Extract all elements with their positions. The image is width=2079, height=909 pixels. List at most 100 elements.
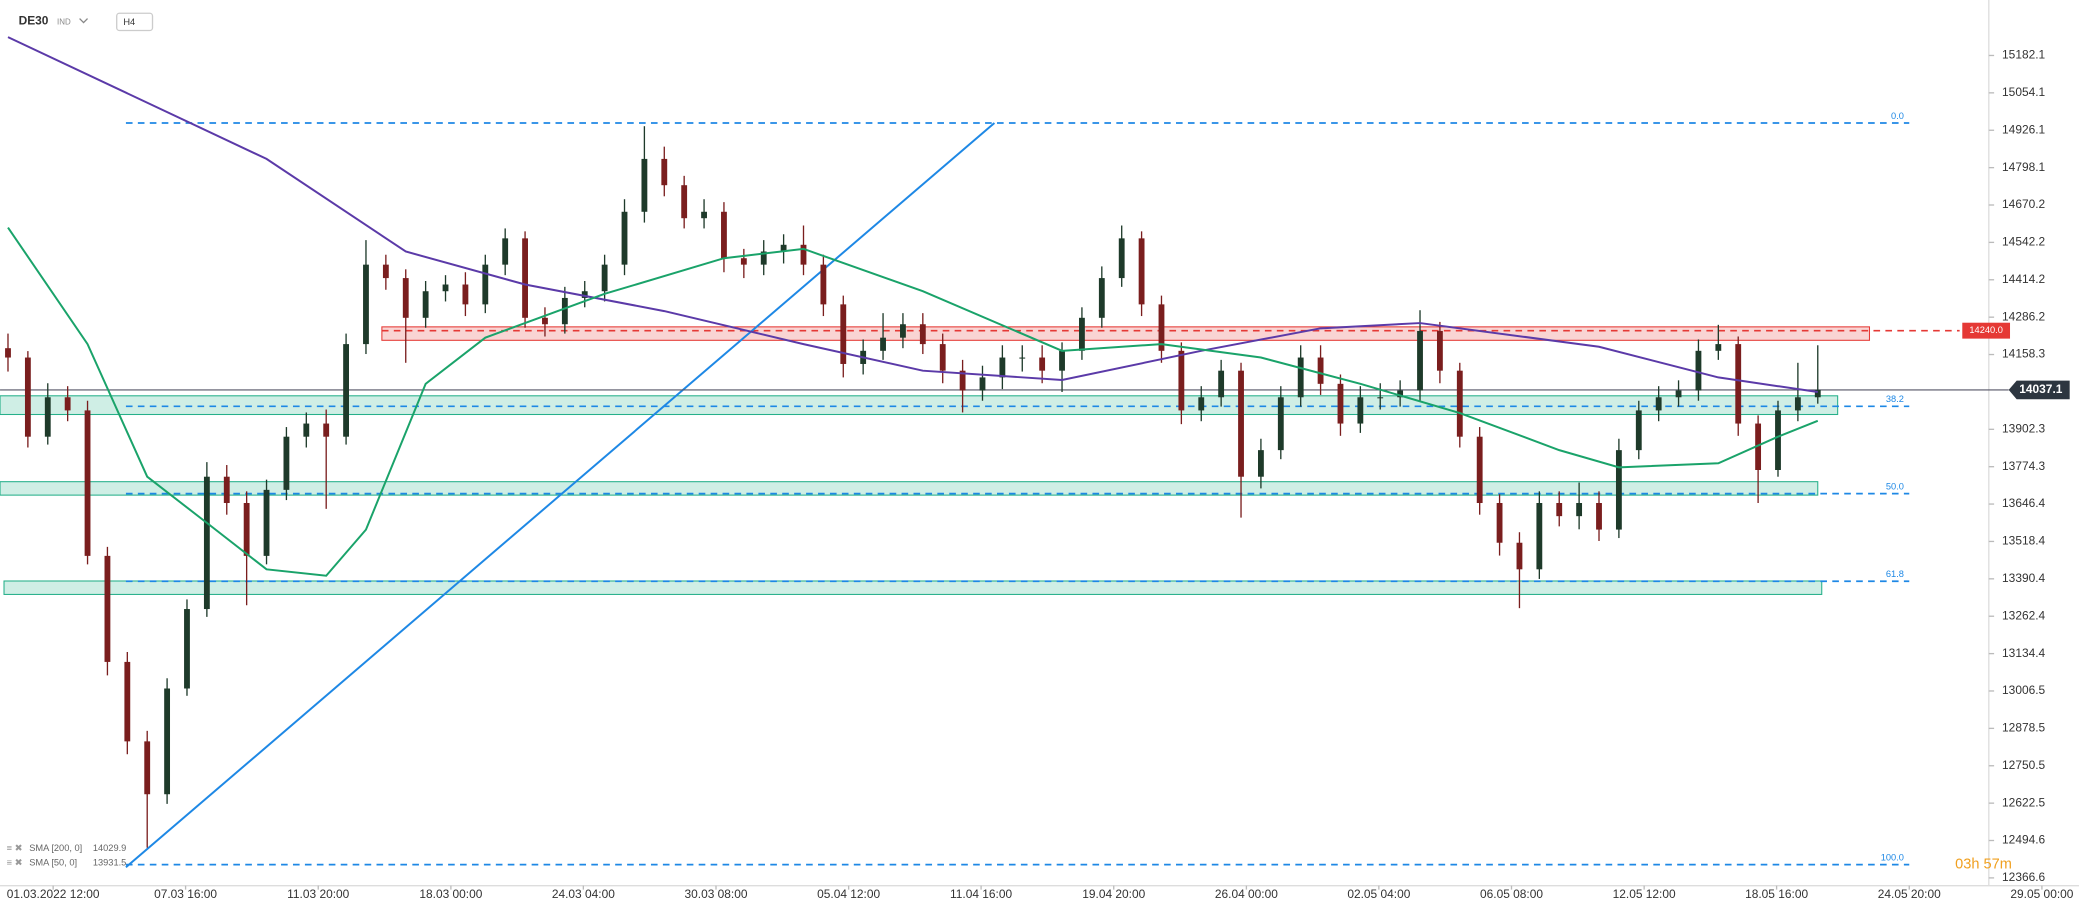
candle-body [939,344,946,371]
y-tick-label: 13646.4 [2002,496,2045,510]
last-price-label: 14037.1 [2019,382,2062,396]
timeframe: H4 [123,17,135,27]
candle-body [203,476,210,610]
x-tick-label: 07.03 16:00 [154,887,217,901]
x-tick-label: 18.05 16:00 [1745,887,1808,901]
candle-body [1317,357,1324,384]
timeframe-button[interactable] [116,12,154,32]
candle-body [979,377,986,391]
zone [0,481,1819,496]
candle-body [1814,389,1821,398]
legend-value: 14029.9 [93,843,127,853]
candle-body [1098,278,1105,318]
candle-body [1238,370,1244,477]
y-tick-label: 13262.4 [2002,608,2045,622]
y-tick-label: 14158.3 [2002,347,2045,361]
candle-body [263,489,270,556]
candle-body [661,158,668,186]
legend-icon: ≡ ✖ [7,858,23,868]
candle-body [641,158,648,212]
fib-label: 0.0 [1891,111,1904,121]
candle-body [542,317,548,325]
x-tick-label: 30.03 08:00 [685,887,748,901]
y-tick-label: 13134.4 [2002,646,2045,660]
candle-body [1039,357,1046,371]
candle-body [1357,397,1364,424]
last-price-tag [2008,380,2070,400]
candle-body [5,348,11,358]
candle-body [124,661,131,742]
x-tick-label: 26.04 00:00 [1215,887,1278,901]
candle-body [1596,503,1602,530]
y-tick-label: 13006.5 [2002,683,2045,697]
legend-value: 13931.5 [93,858,127,868]
candle-body [740,258,747,265]
candle-body [621,211,628,265]
candle-body [343,344,349,437]
candle-body [1118,238,1125,279]
candle-body [1755,423,1762,470]
fib-label: 61.8 [1886,569,1904,579]
y-tick-label: 14926.1 [2002,122,2045,136]
x-tick-label: 29.05 00:00 [2010,887,2073,901]
candle-body [1019,357,1026,359]
candle-body [1675,390,1682,398]
candle-body [363,264,369,345]
candle-body [681,185,688,219]
y-tick-label: 15054.1 [2002,85,2045,99]
candle-body [1158,304,1165,351]
resistance-label: 14240.0 [1969,325,2003,335]
candle-body [1615,450,1622,530]
candle-body [601,264,608,292]
y-tick-label: 14798.1 [2002,160,2045,174]
y-tick-label: 14542.2 [2002,235,2045,249]
candle-body [1635,410,1642,451]
x-tick-label: 01.03.2022 12:00 [7,887,100,901]
candle-body [1198,397,1205,411]
candle-body [721,211,727,259]
candle-body [1417,330,1423,391]
candle-body [701,211,707,219]
candle-body [1476,436,1483,504]
candle-body [1138,238,1145,305]
candle-body [1436,330,1443,371]
candle-body [1496,503,1503,543]
candle-body [84,410,91,556]
candle-body [900,324,906,338]
candle-body [800,244,807,265]
y-tick-label: 14286.2 [2002,309,2045,323]
symbol: DE30 [19,13,49,27]
y-tick-label: 14414.2 [2002,272,2045,286]
x-tick-label: 06.05 08:00 [1480,887,1543,901]
sma-line [7,226,1819,577]
candle-body [1218,370,1225,398]
candle-body [1576,503,1583,517]
candle-body [1715,344,1722,351]
countdown: 03h 57m [1955,856,2012,872]
legend-icon: ≡ ✖ [7,843,23,853]
candle-body [44,397,51,437]
zone [0,395,1839,416]
candle-body [1257,450,1264,477]
y-tick-label: 13774.3 [2002,459,2045,473]
x-tick-label: 11.04 16:00 [950,887,1012,901]
y-tick-label: 12878.5 [2002,721,2045,735]
x-tick-label: 11.03 20:00 [287,887,349,901]
candle-body [24,357,31,437]
trend-line [125,122,996,869]
candle-body [919,324,926,345]
candle-body [959,370,966,391]
candle-body [382,264,389,279]
candle-body [462,284,469,305]
x-tick-label: 02.05 04:00 [1347,887,1410,901]
dropdown-icon[interactable] [79,18,89,24]
candle-body [1794,397,1801,411]
candle-body [780,244,787,252]
y-tick-label: 14670.2 [2002,197,2045,211]
candle-body [522,238,528,318]
candle-body [1277,397,1284,451]
candle-body [1059,350,1065,371]
candle-body [1178,350,1185,411]
candle-body [502,238,509,265]
